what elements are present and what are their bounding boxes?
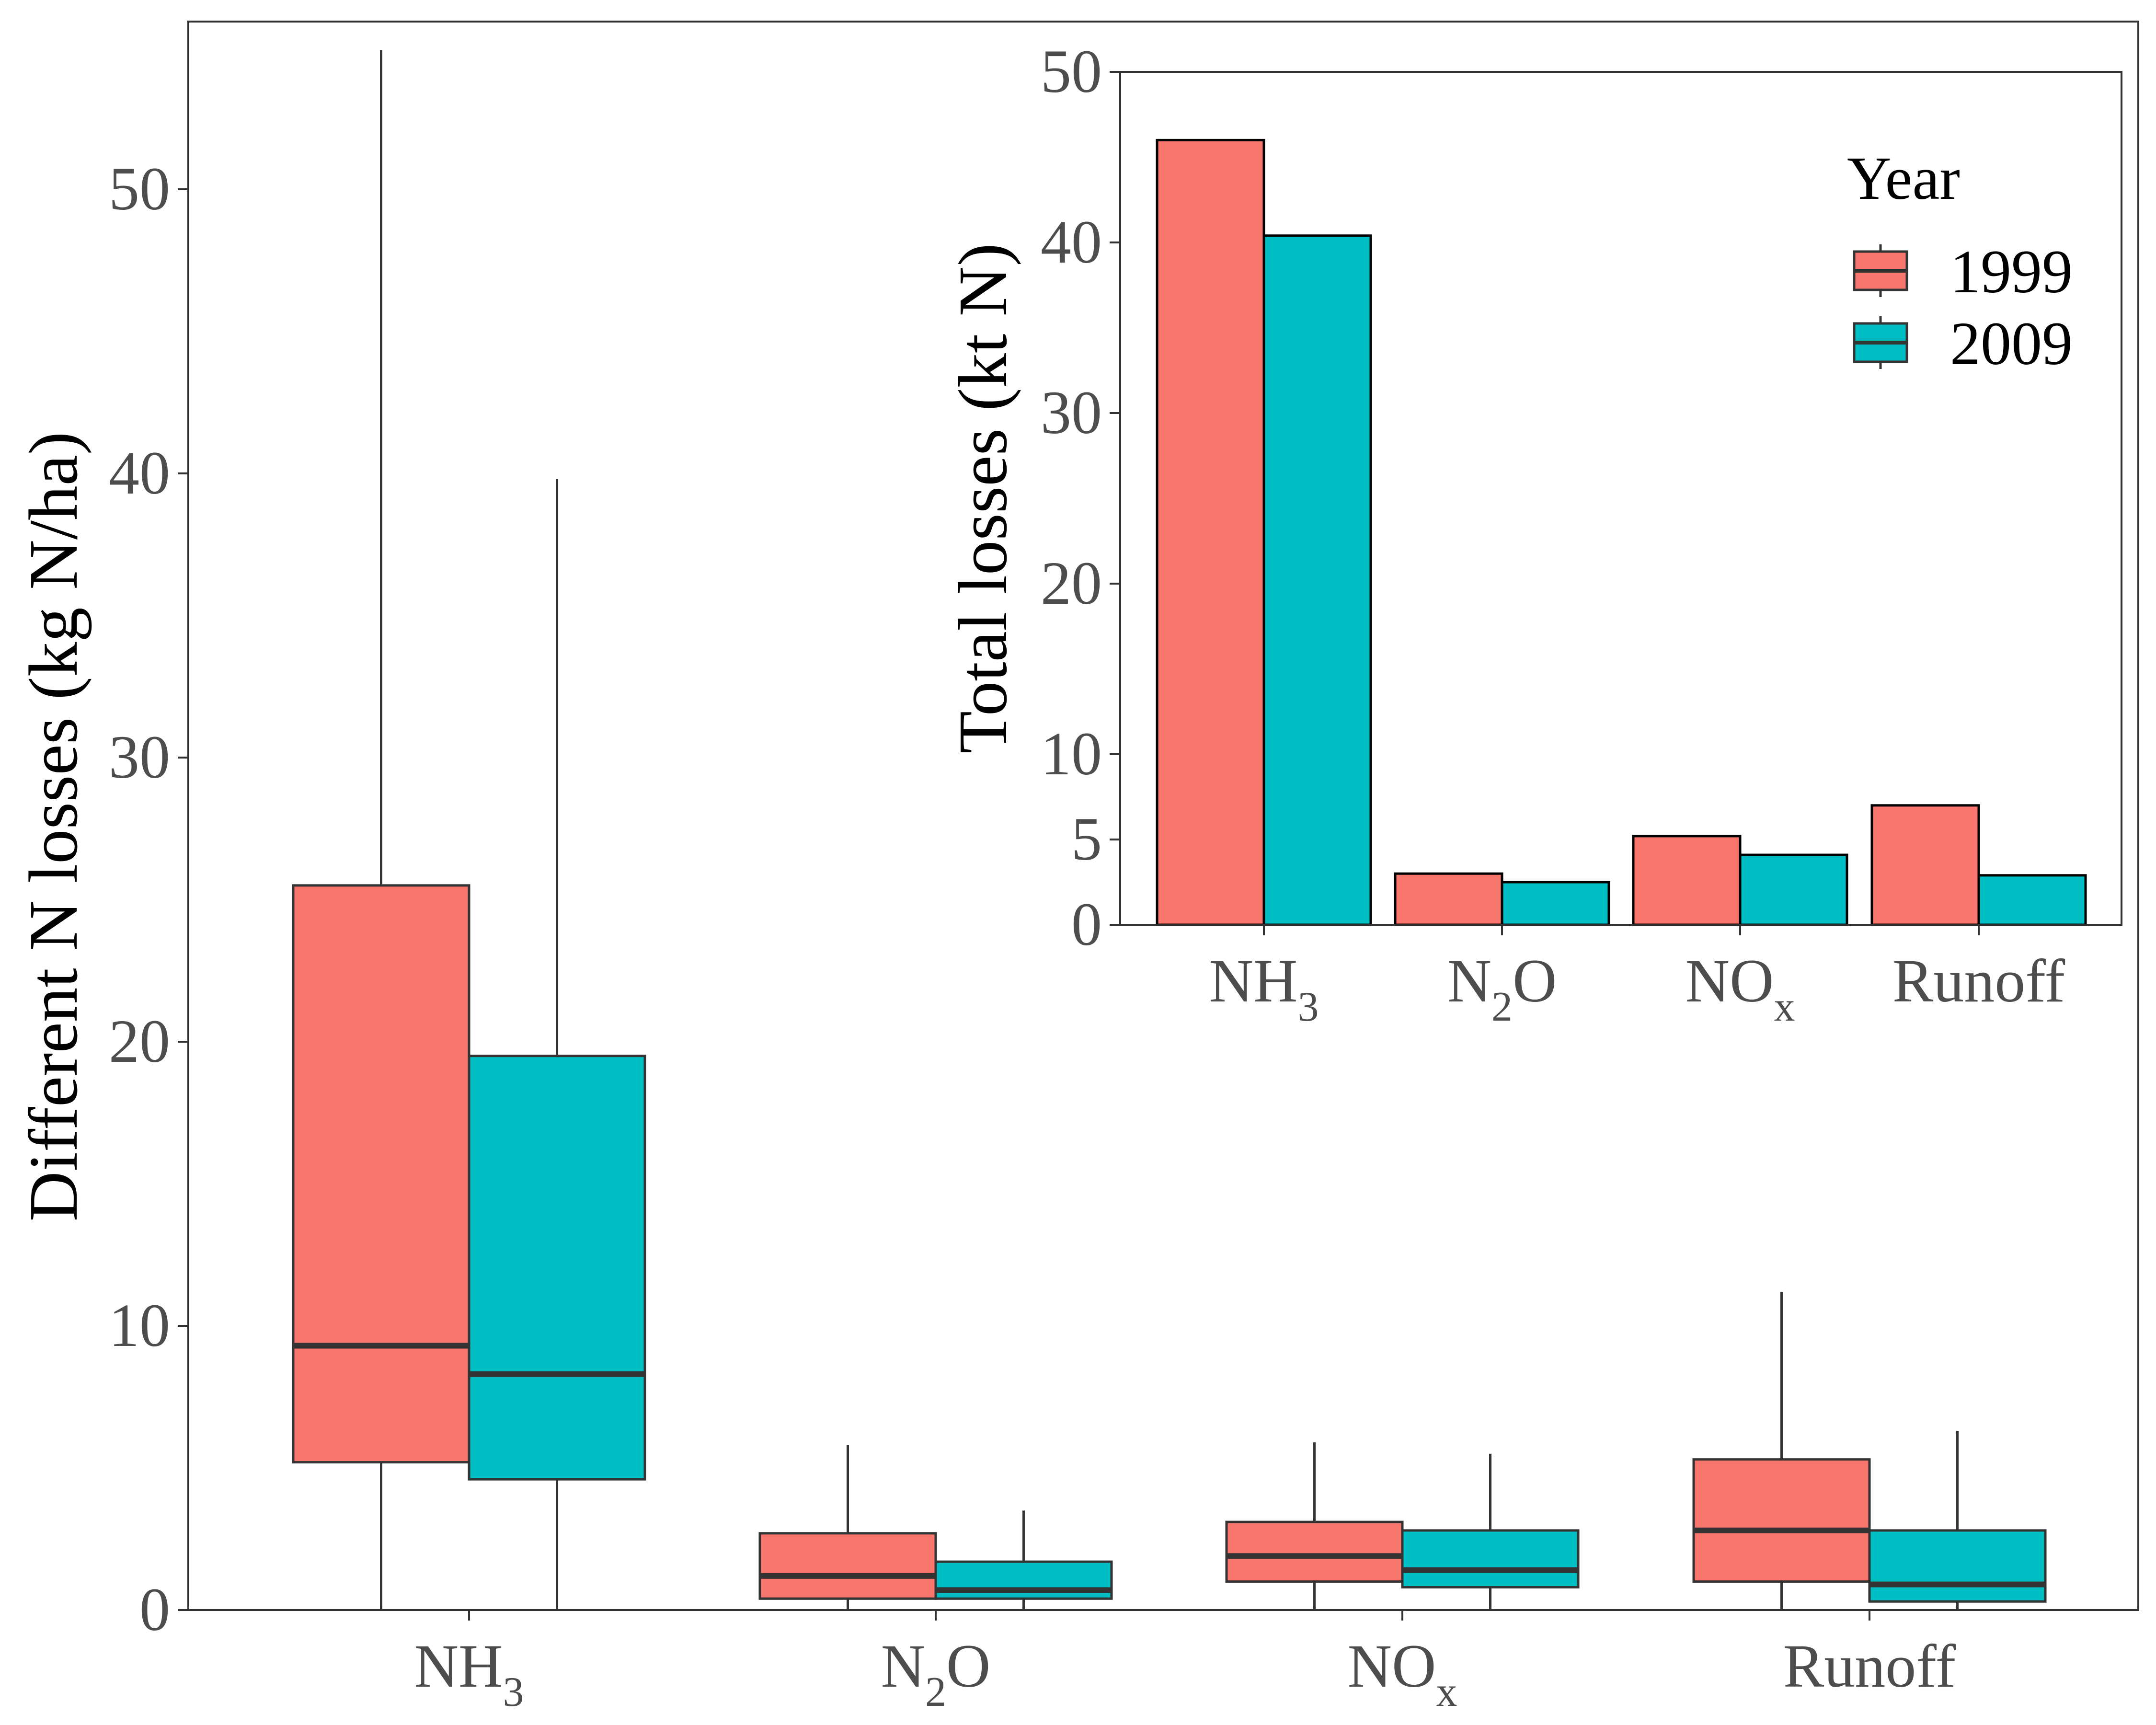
box-n2o-2009 [934, 1510, 1113, 1610]
main-x-axis: NH3 N2O NOx Runoff [414, 1610, 1956, 1715]
bar-nh3-2009 [1262, 234, 1372, 926]
box-n2o-2009-body [934, 1560, 1113, 1600]
bar-n2o-1999 [1394, 872, 1503, 926]
inset-y-tick-label-10: 10 [1041, 720, 1102, 788]
inset-x-tick-label-runoff-text: Runoff [1892, 947, 2065, 1015]
main-plot-border [187, 21, 2139, 1611]
box-runoff-2009 [1868, 1431, 2047, 1610]
legend-item-1999-label: 1999 [1950, 238, 2073, 306]
main-x-tick-label-nox-text: NO [1348, 1632, 1436, 1700]
bar-n2o-2009 [1501, 881, 1610, 926]
main-x-tick-label-n2o: N2O [881, 1632, 991, 1715]
inset-x-tick-label-nh3-subscript: 3 [1297, 984, 1319, 1030]
box-nox-2009 [1401, 1453, 1580, 1610]
box-nox-2009-body [1401, 1529, 1580, 1589]
inset-x-tick-label-nox-text: NO [1686, 947, 1774, 1015]
box-runoff-1999 [1692, 1291, 1871, 1610]
box-nox-1999 [1225, 1442, 1404, 1610]
inset-x-tick-label-runoff: Runoff [1892, 947, 2065, 1015]
main-y-tick-label-40: 40 [109, 439, 170, 507]
inset-bars [1156, 138, 2087, 926]
bar-runoff-1999 [1870, 804, 1980, 926]
box-nh3-1999-body [292, 884, 470, 1464]
inset-y-tick-label-20: 20 [1041, 549, 1102, 617]
main-y-tick-label-50: 50 [109, 155, 170, 223]
bar-runoff-2009 [1977, 874, 2087, 926]
main-x-tick-label-runoff-text: Runoff [1783, 1632, 1956, 1700]
legend-item-2009-label: 2009 [1950, 310, 2073, 378]
box-nox-1999-body [1225, 1520, 1404, 1583]
main-x-tick-label-nh3-subscript: 3 [503, 1669, 524, 1715]
main-x-tick-label-nh3: NH3 [414, 1632, 524, 1715]
bar-nox-2009 [1739, 853, 1848, 926]
inset-plot-border [1119, 71, 2122, 926]
inset-y-tick-label-5: 5 [1071, 805, 1102, 873]
legend-title: Year [1847, 144, 1960, 212]
main-x-tick-label-nh3-text: NH [414, 1632, 503, 1700]
legend-item-1999: 1999 [1853, 238, 2073, 306]
main-y-axis-title: Different N losses (kg N/ha) [15, 432, 92, 1221]
box-n2o-1999 [758, 1445, 937, 1610]
inset-x-tick-label-n2o-subscript: 2 [1491, 984, 1513, 1030]
inset-y-tick-label-50: 50 [1041, 37, 1102, 105]
bar-nox-1999 [1632, 835, 1742, 926]
legend-item-2009: 2009 [1853, 310, 2073, 378]
inset-y-axis-title: Total losses (kt N) [945, 243, 1021, 753]
box-nh3-1999 [292, 50, 470, 1610]
inset-y-tick-label-0: 0 [1071, 890, 1102, 958]
main-x-tick-label-runoff: Runoff [1783, 1632, 1956, 1700]
inset-x-tick-label-nh3: NH3 [1209, 947, 1319, 1030]
main-x-tick-label-n2o-subscript: 2 [925, 1669, 946, 1715]
inset-x-tick-label-n2o: N2O [1447, 947, 1557, 1030]
main-y-tick-label-10: 10 [109, 1291, 170, 1359]
box-runoff-2009-body [1868, 1529, 2047, 1603]
inset-x-tick-label-nh3-text: NH [1209, 947, 1298, 1015]
box-nh3-2009 [468, 479, 646, 1610]
main-x-tick-label-nox-subscript: x [1436, 1669, 1457, 1715]
main-y-axis: 0 10 20 30 40 50 [109, 155, 188, 1644]
inset-x-axis: NH3 N2O NOx Runoff [1209, 925, 2065, 1030]
box-n2o-1999-body [758, 1532, 937, 1600]
inset-x-tick-label-nox: NOx [1686, 947, 1795, 1030]
main-y-tick-label-20: 20 [109, 1007, 170, 1075]
main-y-tick-label-0: 0 [139, 1576, 170, 1644]
main-y-tick-label-30: 30 [109, 723, 170, 791]
inset-y-tick-label-40: 40 [1041, 208, 1102, 276]
box-runoff-1999-body [1692, 1458, 1871, 1583]
bar-nh3-1999 [1156, 138, 1265, 926]
inset-y-tick-label-30: 30 [1041, 379, 1102, 447]
inset-x-tick-label-n2o-suffix: O [1513, 947, 1557, 1015]
main-x-tick-label-n2o-text: N [881, 1632, 925, 1700]
main-x-tick-label-nox: NOx [1348, 1632, 1457, 1715]
main-x-tick-label-n2o-suffix: O [946, 1632, 990, 1700]
inset-y-axis: 0 5 10 20 30 40 50 [1041, 37, 1120, 958]
inset-x-tick-label-nox-subscript: x [1774, 984, 1795, 1030]
box-nh3-2009-body [468, 1055, 646, 1481]
inset-x-tick-label-n2o-text: N [1447, 947, 1491, 1015]
main-boxes [292, 50, 2047, 1610]
